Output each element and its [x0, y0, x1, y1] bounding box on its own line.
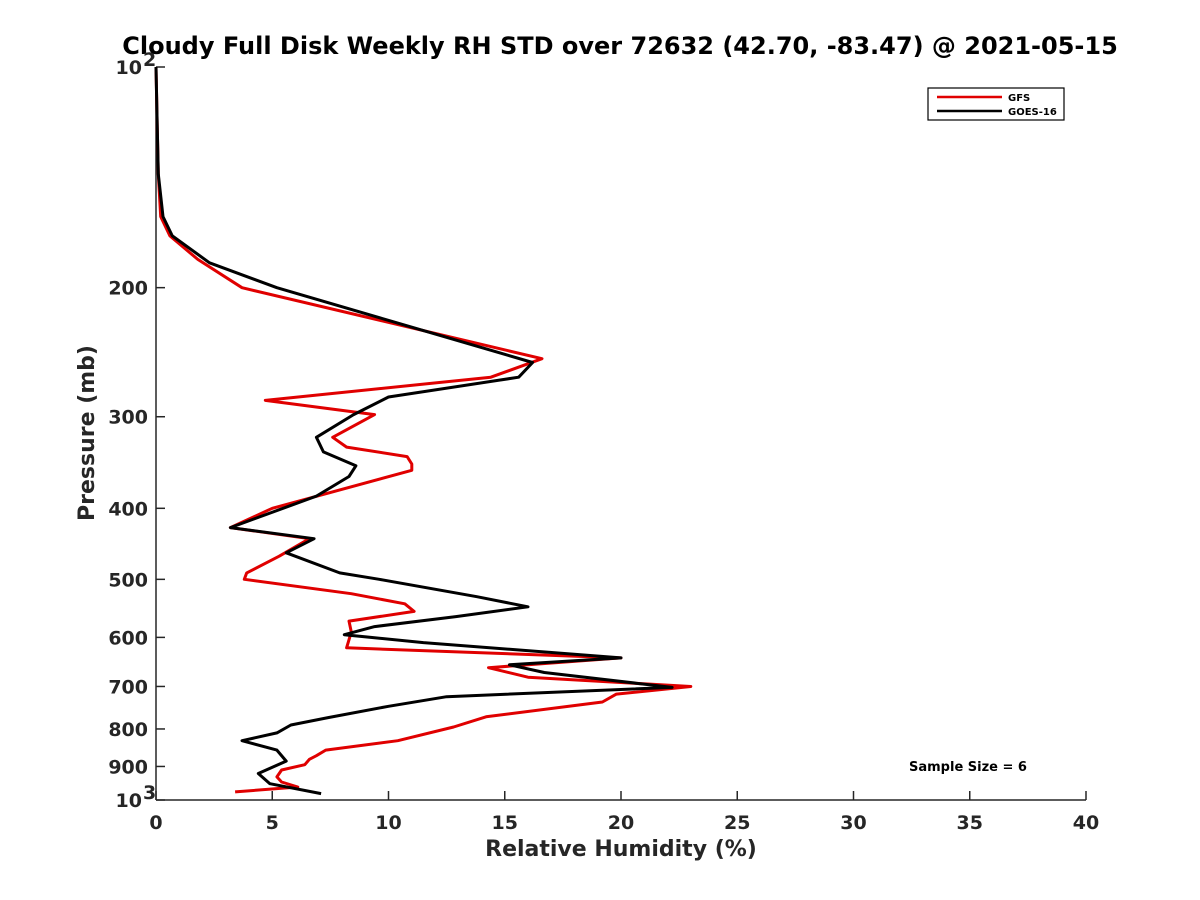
sample-size-annotation: Sample Size = 6 [909, 760, 1027, 775]
x-tick-label: 20 [608, 812, 634, 834]
x-tick-label: 35 [957, 812, 983, 834]
y-tick-label: 700 [108, 676, 148, 698]
y-axis-label: Pressure (mb) [75, 345, 100, 521]
legend: GFS GOES-16 [927, 87, 1065, 121]
x-tick-label: 25 [724, 812, 750, 834]
legend-label-gfs: GFS [1008, 93, 1030, 104]
y-tick-label: 10 [116, 790, 142, 812]
x-tick-label: 0 [149, 812, 162, 834]
y-tick-label: 900 [108, 756, 148, 778]
y-tick-label: 300 [108, 407, 148, 429]
x-ticks: 0 5 10 15 20 25 30 35 40 [149, 791, 1099, 834]
series-line-gfs [154, 66, 693, 794]
chart-title: Cloudy Full Disk Weekly RH STD over 7263… [122, 32, 1118, 60]
y-tick-exponent: 3 [143, 782, 156, 804]
x-tick-label: 5 [266, 812, 279, 834]
legend-box [927, 87, 1065, 121]
y-tick-label: 200 [108, 278, 148, 300]
x-tick-label: 40 [1073, 812, 1099, 834]
x-axis-label: Relative Humidity (%) [485, 837, 757, 862]
x-tick-label: 30 [840, 812, 866, 834]
legend-label-goes16: GOES-16 [1008, 107, 1057, 118]
x-tick-label: 15 [492, 812, 518, 834]
y-tick-label: 600 [108, 627, 148, 649]
y-tick-label: 400 [108, 498, 148, 520]
y-tick-label: 800 [108, 719, 148, 741]
y-tick-label: 500 [108, 569, 148, 591]
x-tick-label: 10 [375, 812, 401, 834]
series-group [154, 66, 693, 796]
y-tick-label: 10 [116, 57, 142, 79]
series-line-goes-16 [154, 66, 674, 796]
y-tick-exponent: 2 [143, 49, 156, 71]
